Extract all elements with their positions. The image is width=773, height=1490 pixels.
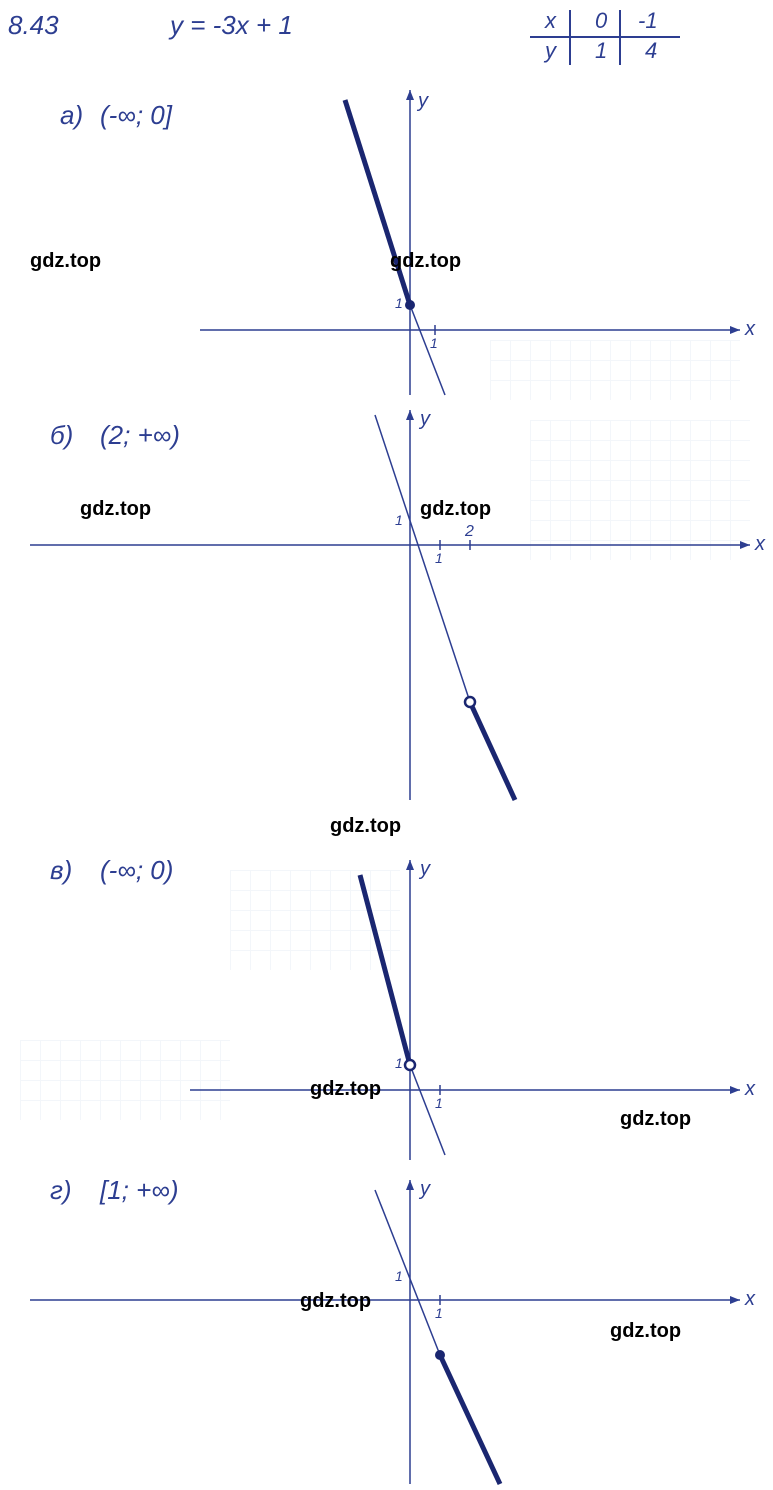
graph-a-x-tick: 1 (430, 335, 438, 351)
graph-b-y-tick: 1 (395, 512, 403, 528)
watermark-5: gdz.top (330, 815, 401, 838)
watermark-4: gdz.top (420, 498, 491, 521)
watermark-7: gdz.top (620, 1108, 691, 1131)
watermark-3: gdz.top (80, 498, 151, 521)
watermark-8: gdz.top (300, 1290, 371, 1313)
graph-b-y-label: y (420, 408, 430, 431)
graph-b-x-tick-2: 2 (465, 523, 474, 541)
graph-d-y-label: y (420, 1178, 430, 1201)
watermark-9: gdz.top (610, 1320, 681, 1343)
watermark-1: gdz.top (30, 250, 101, 273)
graph-a-y-tick: 1 (395, 295, 403, 311)
graph-b-x-tick-1: 1 (435, 550, 443, 566)
graph-c-y-label: y (420, 858, 430, 881)
graph-c-x-tick: 1 (435, 1095, 443, 1111)
graph-a-y-label: y (418, 90, 428, 113)
graph-d-x-tick: 1 (435, 1305, 443, 1321)
graph-d-x-label: x (745, 1288, 755, 1311)
graph-b (0, 400, 773, 820)
graph-a-x-label: x (745, 318, 755, 341)
graph-c-y-tick: 1 (395, 1055, 403, 1071)
watermark-2: gdz.top (390, 250, 461, 273)
graph-c-x-label: x (745, 1078, 755, 1101)
graph-a (0, 0, 773, 400)
graph-d-y-tick: 1 (395, 1268, 403, 1284)
graph-b-x-label: x (755, 533, 765, 556)
watermark-6: gdz.top (310, 1078, 381, 1101)
